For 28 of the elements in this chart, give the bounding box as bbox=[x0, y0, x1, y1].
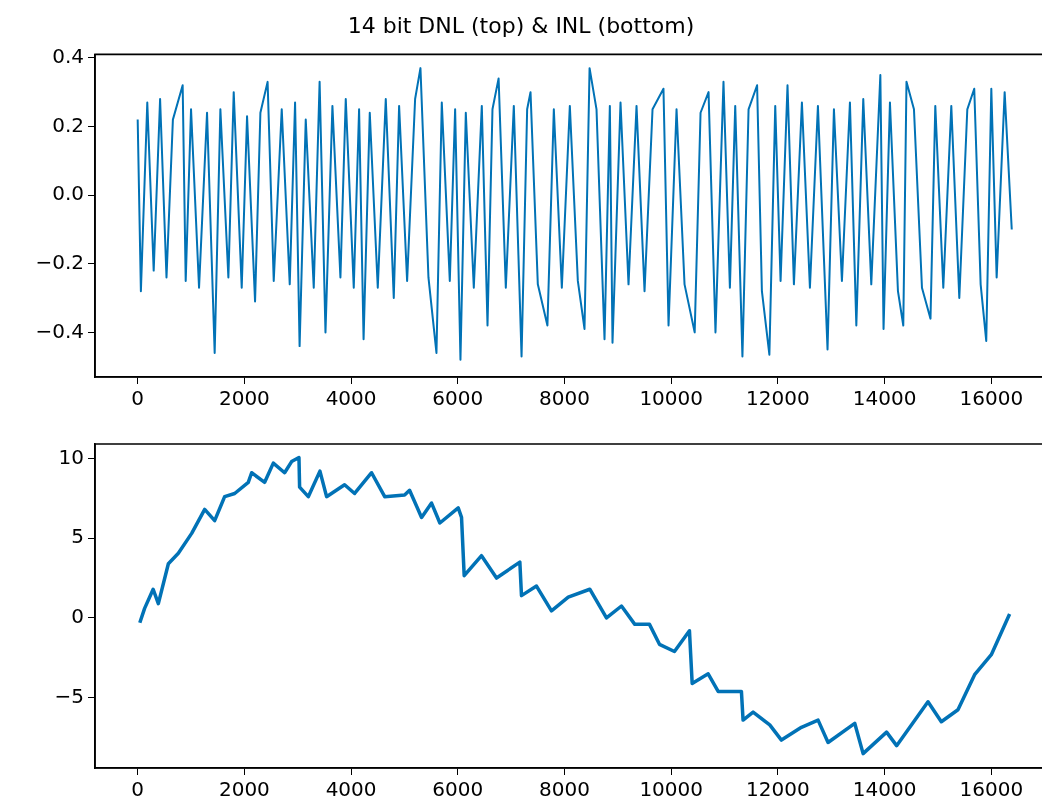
x-tick-label: 6000 bbox=[432, 386, 484, 411]
y-tick-label: −5 bbox=[54, 683, 84, 708]
y-tick-label: 10 bbox=[58, 444, 84, 469]
chart-title: 14 bit DNL (top) & INL (bottom) bbox=[347, 12, 695, 38]
y-tick-label: −0.2 bbox=[35, 249, 84, 274]
x-tick-label: 0 bbox=[131, 777, 145, 802]
y-tick-label: −0.4 bbox=[35, 318, 84, 343]
y-tick-label: 0.4 bbox=[52, 44, 84, 69]
x-tick-label: 2000 bbox=[218, 777, 270, 802]
x-tick-label: 2000 bbox=[218, 386, 270, 411]
x-tick-label: 14000 bbox=[852, 386, 917, 411]
x-tick-label: 8000 bbox=[539, 777, 590, 802]
y-tick-label: 0.2 bbox=[52, 112, 84, 137]
x-tick-label: 4000 bbox=[325, 386, 377, 411]
x-tick-label: 14000 bbox=[852, 777, 917, 802]
x-tick-label: 4000 bbox=[325, 777, 377, 802]
x-tick-label: 0 bbox=[131, 386, 145, 411]
x-tick-label: 16000 bbox=[959, 777, 1024, 802]
x-tick-label: 12000 bbox=[746, 386, 810, 411]
y-tick-label: 0.0 bbox=[52, 181, 84, 206]
y-tick-label: 5 bbox=[71, 524, 84, 549]
x-tick-label: 6000 bbox=[432, 777, 484, 802]
x-tick-label: 12000 bbox=[746, 777, 810, 802]
y-tick-label: 0 bbox=[71, 604, 84, 629]
x-tick-label: 8000 bbox=[539, 386, 590, 411]
x-tick-label: 10000 bbox=[639, 386, 704, 411]
x-tick-label: 10000 bbox=[639, 777, 704, 802]
x-tick-label: 16000 bbox=[959, 386, 1024, 411]
